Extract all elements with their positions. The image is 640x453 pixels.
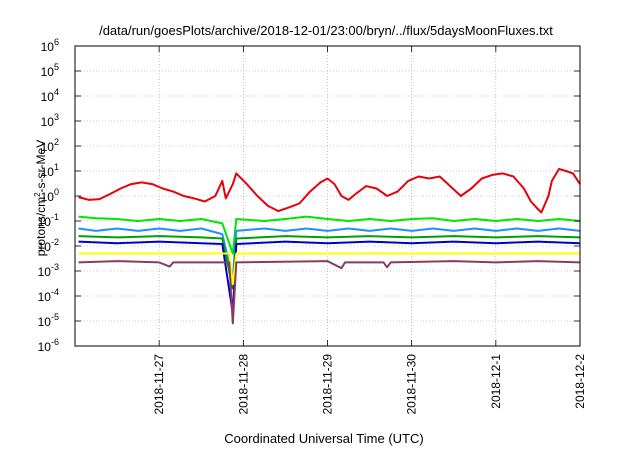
x-tick-label: 2018-11-28 xyxy=(236,354,250,415)
y-tick-label: 10-5 xyxy=(38,312,59,329)
series-line xyxy=(78,227,581,280)
y-tick-label: 105 xyxy=(41,62,59,79)
y-tick-label: 102 xyxy=(41,137,59,154)
y-tick-label: 101 xyxy=(41,162,59,179)
series-line xyxy=(78,235,581,290)
y-axis-label-rest: -s-sr-MeV xyxy=(34,140,48,193)
y-tick-label: 10-2 xyxy=(38,237,59,254)
y-tick-label: 10-4 xyxy=(38,287,59,304)
series-line xyxy=(78,168,581,214)
series-line xyxy=(78,260,581,325)
x-tick-label: 2018-12-1 xyxy=(489,354,503,409)
x-tick-label: 2018-11-30 xyxy=(405,354,419,415)
series-layer xyxy=(78,168,581,325)
y-tick-label: 103 xyxy=(41,112,59,129)
y-tick-label: 10-6 xyxy=(38,337,59,354)
x-axis-label: Coordinated Universal Time (UTC) xyxy=(224,431,423,446)
series-line xyxy=(78,252,580,286)
y-tick-label: 104 xyxy=(41,87,59,104)
series-line xyxy=(78,215,581,255)
plot-frame xyxy=(74,45,581,347)
y-axis-label-sup: 2 xyxy=(33,192,42,197)
y-tick-label: 100 xyxy=(41,187,59,204)
y-axis-label-base: protons/cm xyxy=(34,197,48,256)
x-tick-label: 2018-12-2 xyxy=(573,354,587,409)
x-tick-label: 2018-11-27 xyxy=(152,354,166,415)
axis-layer: 10-6 10-5 10-4 10-3 10-2 10-1 100 101 102 103 104 1… xyxy=(38,37,587,415)
chart-title: /data/run/goesPlots/archive/2018-12-01/2… xyxy=(99,23,553,38)
grid-layer xyxy=(75,46,580,346)
y-axis-label: protons/cm2-s-sr-MeV xyxy=(33,140,48,256)
y-tick-label: 10-3 xyxy=(38,262,59,279)
x-tick-label: 2018-11-29 xyxy=(321,354,335,415)
series-line xyxy=(78,240,581,315)
y-tick-label: 10-1 xyxy=(38,212,59,229)
y-tick-label: 106 xyxy=(41,37,59,54)
